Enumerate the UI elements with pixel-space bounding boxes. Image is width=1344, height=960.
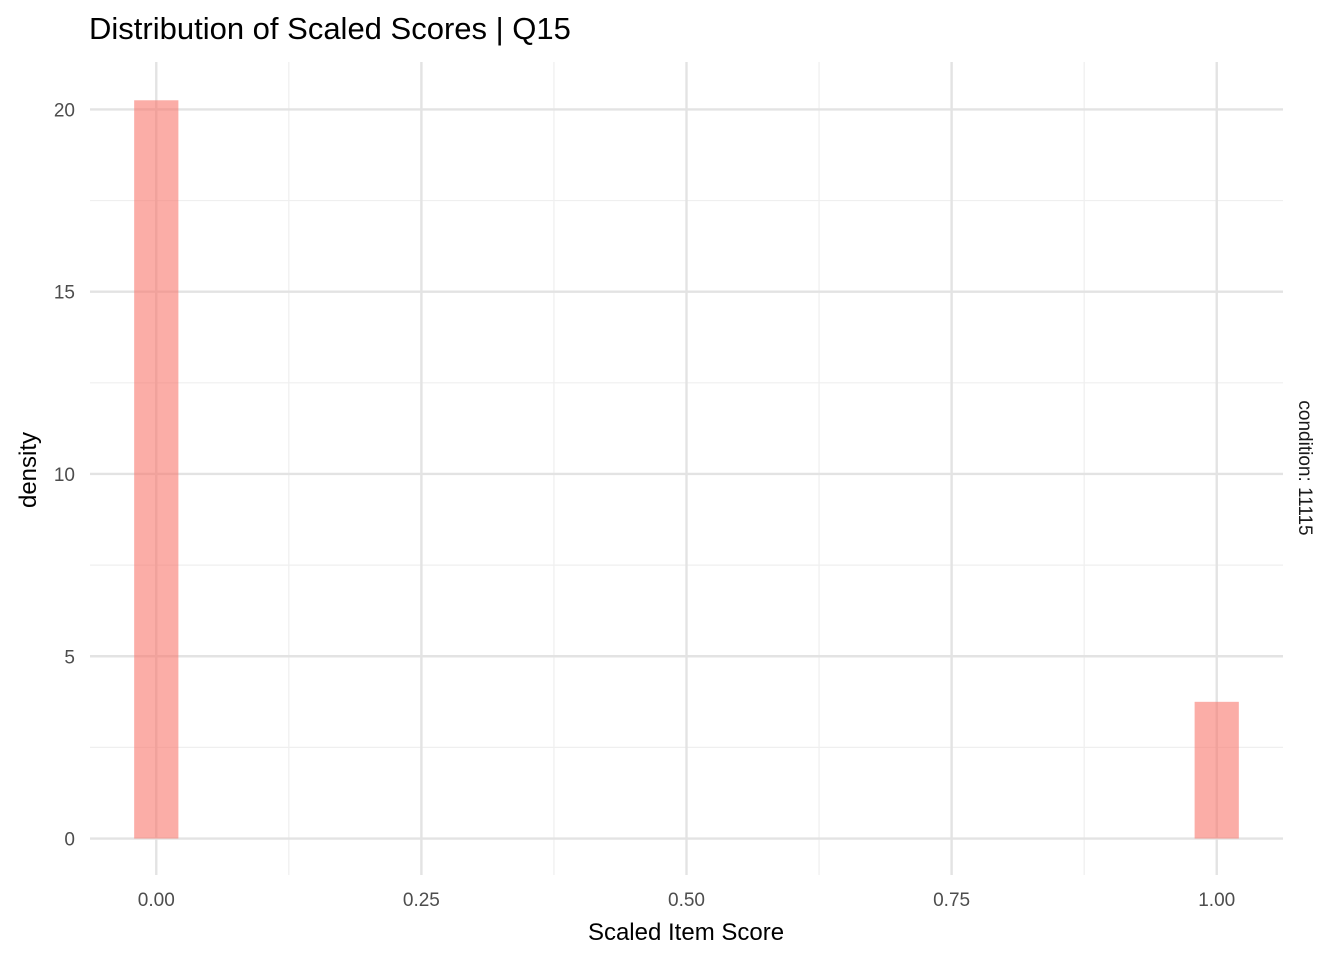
x-tick-label: 0.25	[403, 890, 440, 911]
y-tick-label: 20	[54, 100, 75, 121]
histogram-bar	[134, 100, 179, 839]
histogram-bars	[134, 100, 1239, 839]
grid-lines	[90, 62, 1283, 875]
y-tick-label: 10	[54, 465, 75, 486]
histogram-bar	[1194, 701, 1239, 839]
x-tick-label: 1.00	[1198, 890, 1235, 911]
chart-title: Distribution of Scaled Scores | Q15	[89, 11, 571, 46]
y-axis-title: density	[15, 432, 42, 508]
y-tick-label: 5	[64, 647, 75, 668]
x-tick-label: 0.75	[933, 890, 970, 911]
facet-strip-label: condition: 11115	[1294, 400, 1315, 535]
x-axis-ticks: 0.00 0.25 0.50 0.75 1.00	[138, 890, 1235, 911]
x-axis-title: Scaled Item Score	[588, 919, 784, 946]
y-tick-label: 0	[64, 830, 75, 851]
x-tick-label: 0.50	[668, 890, 705, 911]
x-tick-label: 0.00	[138, 890, 175, 911]
y-axis-ticks: 0 5 10 15 20	[54, 100, 75, 850]
y-tick-label: 15	[54, 283, 75, 304]
